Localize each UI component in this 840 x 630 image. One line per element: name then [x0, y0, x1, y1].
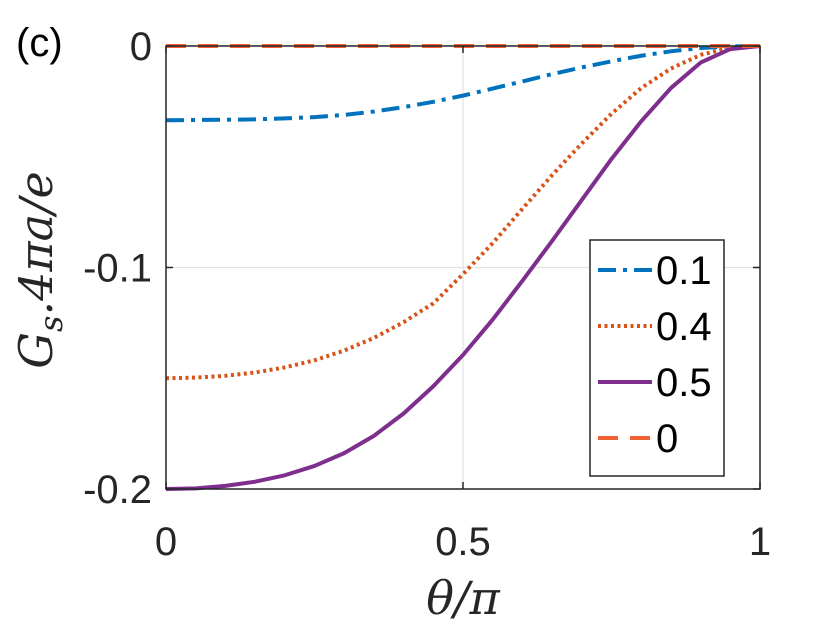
- x-axis-label: θ/π: [426, 571, 500, 625]
- legend-label-0: 0.1: [656, 249, 712, 293]
- y-axis-label-main: G: [9, 332, 63, 369]
- series-line-0: [165, 44, 761, 123]
- legend-label-2: 0.5: [656, 361, 712, 405]
- y-axis-label: Gs.4πa/e: [9, 171, 70, 368]
- x-tick-label: 0.5: [435, 520, 491, 564]
- tick-marks: [165, 45, 761, 490]
- y-axis-label-rest: .4πa/e: [9, 171, 63, 315]
- y-axis-label-subscript: s: [32, 316, 70, 332]
- y-tick-label: 0: [130, 25, 152, 69]
- x-tick-label: 1: [749, 520, 771, 564]
- legend-label-3: 0: [656, 417, 678, 461]
- y-tick-labels: 0 -0.1 -0.2: [83, 25, 152, 512]
- x-tick-labels: 0 0.5 1: [155, 520, 771, 564]
- series-line-1: [165, 44, 761, 381]
- legend: 0.1 0.4 0.5 0: [589, 239, 725, 477]
- y-tick-label: -0.2: [83, 468, 152, 512]
- panel-label: (c): [16, 21, 63, 65]
- legend-label-1: 0.4: [656, 305, 712, 349]
- x-tick-label: 0: [155, 520, 177, 564]
- y-tick-label: -0.1: [83, 247, 152, 291]
- series-line-2: [165, 44, 761, 491]
